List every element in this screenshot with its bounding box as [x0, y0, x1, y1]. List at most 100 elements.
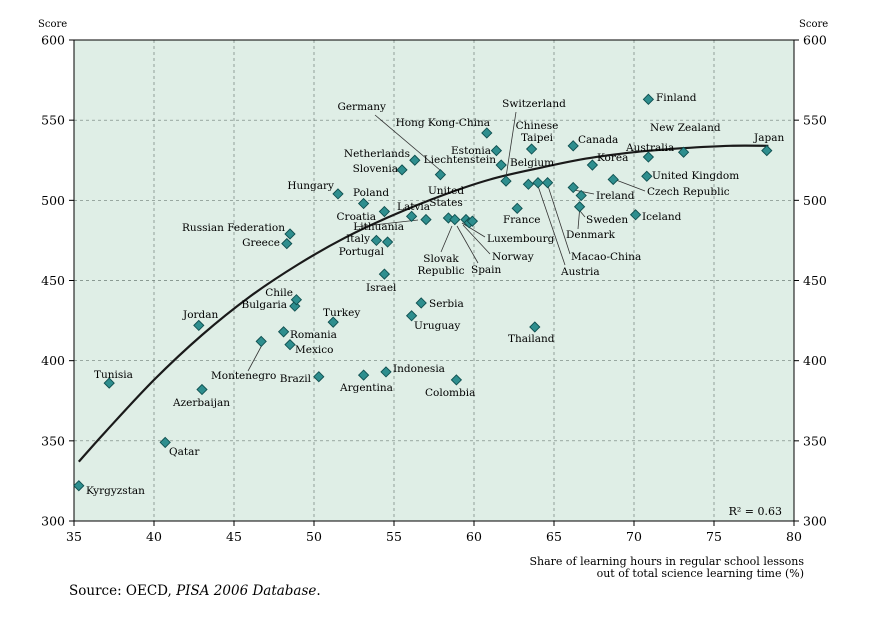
data-point-iceland	[629, 209, 642, 221]
label-colombia: Colombia	[425, 387, 475, 399]
data-point-poland	[357, 197, 370, 210]
y-tick-label-left: 400	[41, 353, 65, 368]
data-point-belgium	[522, 178, 535, 190]
data-point-austria	[532, 177, 544, 189]
label-russian-federation: Russian Federation	[182, 222, 285, 234]
label-korea: Korea	[597, 152, 628, 164]
label-switzerland: Switzerland	[502, 98, 566, 110]
data-point-serbia	[415, 297, 427, 309]
label-lithuania: Lithuania	[353, 221, 404, 233]
data-point-liechtenstein	[495, 159, 507, 171]
label-brazil: Brazil	[280, 373, 312, 385]
data-point-colombia	[450, 374, 463, 386]
y-axis-title-left: Score	[38, 19, 67, 30]
y-tick-label-left: 600	[41, 33, 65, 48]
x-tick-label: 60	[466, 529, 482, 544]
x-tick-label: 55	[386, 529, 402, 544]
label-sweden: Sweden	[586, 214, 628, 226]
label-latvia: Latvia	[397, 201, 430, 213]
leader-austria	[537, 185, 566, 266]
x-tick-label: 40	[146, 529, 162, 544]
source-database: PISA 2006 Database	[176, 583, 317, 599]
data-point-korea	[586, 159, 599, 171]
data-point-japan	[761, 144, 773, 157]
y-tick-label-left: 350	[41, 433, 65, 448]
label-austria: Austria	[560, 266, 600, 278]
data-point-israel	[378, 268, 391, 280]
data-point-italy	[370, 234, 383, 247]
data-point-chinese-taipei	[525, 143, 538, 155]
x-axis-title-line1: Share of learning hours in regular schoo…	[529, 555, 804, 568]
data-point-uruguay	[405, 310, 418, 322]
data-point-norway	[466, 215, 479, 227]
data-point-australia	[642, 151, 655, 163]
label-germany: Germany	[337, 101, 386, 113]
label-israel: Israel	[366, 282, 397, 294]
y-tick-label-left: 450	[41, 273, 65, 288]
label-kyrgyzstan: Kyrgyzstan	[86, 485, 145, 497]
label-hungary: Hungary	[287, 180, 334, 192]
data-point-new-zealand	[677, 146, 690, 158]
data-point-qatar	[159, 436, 171, 449]
label-romania: Romania	[290, 329, 337, 341]
label-italy: Italy	[346, 233, 370, 245]
leader-sweden	[579, 210, 586, 218]
label-japan: Japan	[753, 132, 784, 144]
data-point-croatia	[378, 205, 391, 218]
label-belgium: Belgium	[510, 157, 554, 169]
leader-ireland	[573, 189, 595, 195]
label-france: France	[503, 214, 540, 226]
label-united-kingdom: United Kingdom	[652, 170, 739, 182]
leader-macao-china	[547, 185, 571, 255]
y-tick-label-right: 550	[803, 113, 827, 128]
data-point-hungary	[332, 188, 344, 200]
data-point-ireland	[567, 181, 579, 194]
label-chinese-taipei: Chinese Taipei	[516, 120, 559, 144]
label-slovak-republic: Slovak Republic	[418, 253, 465, 277]
label-leader-lines	[247, 111, 646, 372]
label-tunisia: Tunisia	[94, 369, 133, 381]
gridlines	[74, 40, 794, 521]
label-turkey: Turkey	[323, 307, 360, 319]
data-point-indonesia	[380, 366, 392, 378]
y-tick-label-right: 300	[803, 514, 827, 529]
label-croatia: Croatia	[337, 211, 376, 223]
label-chile: Chile	[265, 287, 293, 299]
label-finland: Finland	[656, 92, 697, 104]
label-new-zealand: New Zealand	[650, 122, 721, 134]
data-point-mexico	[284, 338, 296, 351]
leader-spain	[456, 225, 479, 264]
data-point-brazil	[313, 371, 325, 383]
data-point-portugal	[381, 236, 394, 248]
label-portugal: Portugal	[339, 246, 385, 258]
x-tick-label: 80	[786, 529, 802, 544]
data-point-sweden	[575, 189, 587, 202]
label-canada: Canada	[578, 134, 618, 146]
label-jordan: Jordan	[182, 309, 219, 321]
data-markers	[73, 93, 773, 492]
x-tick-label: 35	[66, 529, 82, 544]
label-indonesia: Indonesia	[393, 363, 445, 375]
data-point-thailand	[529, 321, 541, 333]
y-tick-label-right: 600	[803, 33, 827, 48]
leader-slovak-republic	[440, 225, 453, 253]
label-spain: Spain	[471, 264, 502, 276]
source-prefix: Source: OECD,	[69, 583, 177, 599]
data-point-canada	[567, 140, 579, 152]
trend-curve	[77, 144, 769, 463]
y-tick-label-right: 350	[803, 433, 827, 448]
data-point-kyrgyzstan	[73, 480, 85, 492]
data-point-denmark	[573, 201, 586, 213]
label-macao-china: Macao-China	[571, 251, 641, 263]
data-point-jordan	[193, 319, 205, 332]
label-netherlands: Netherlands	[344, 148, 410, 160]
x-tick-label: 65	[546, 529, 562, 544]
x-tick-label: 45	[226, 529, 242, 544]
y-tick-label-left: 500	[41, 193, 65, 208]
data-point-romania	[277, 326, 290, 338]
leader-luxembourg	[461, 222, 486, 238]
y-tick-label-right: 500	[803, 193, 827, 208]
data-point-czech-republic	[607, 173, 619, 186]
data-point-france	[511, 202, 523, 214]
